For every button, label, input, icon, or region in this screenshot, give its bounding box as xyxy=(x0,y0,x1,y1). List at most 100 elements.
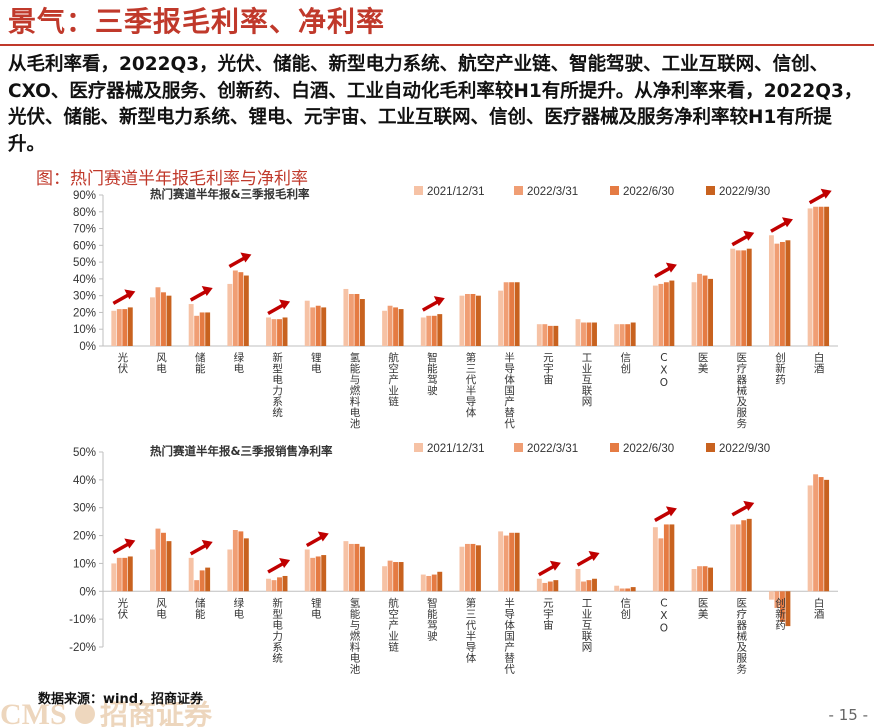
bar xyxy=(691,282,697,346)
bar xyxy=(498,531,504,592)
bar xyxy=(321,307,327,346)
bar xyxy=(155,287,161,346)
bar xyxy=(205,312,211,346)
bar xyxy=(111,310,117,346)
bar xyxy=(735,250,741,346)
bar xyxy=(465,543,470,592)
legend-swatch xyxy=(514,443,523,452)
category-label: 光伏 xyxy=(116,597,128,620)
bar xyxy=(161,292,166,346)
y-tick-label: 0% xyxy=(79,586,96,598)
bar xyxy=(343,288,349,346)
category-label: 储能 xyxy=(194,597,206,620)
bar xyxy=(774,591,780,608)
bar xyxy=(813,474,819,592)
bar xyxy=(774,243,780,346)
bar xyxy=(348,293,354,346)
category-label: 风电 xyxy=(155,597,167,619)
page-number: - 15 - xyxy=(828,706,868,724)
category-label: 医疗器械及服务 xyxy=(735,352,747,429)
bar xyxy=(824,479,830,592)
bar xyxy=(321,555,327,592)
y-tick-label: 50% xyxy=(73,257,96,269)
increase-arrow xyxy=(654,506,677,522)
bar xyxy=(199,570,205,592)
bar xyxy=(188,304,194,346)
bar xyxy=(625,324,631,346)
bar xyxy=(155,528,161,592)
bar xyxy=(702,566,708,592)
bar xyxy=(387,560,393,592)
bar xyxy=(575,569,581,592)
bar xyxy=(310,307,316,346)
bar xyxy=(691,569,697,592)
bar xyxy=(304,300,310,346)
bar xyxy=(619,588,625,592)
svg-text:CMS: CMS xyxy=(0,698,67,728)
category-label: 半导体国产替代 xyxy=(503,597,515,675)
increase-arrow xyxy=(770,217,793,233)
category-label: 航空产业链 xyxy=(387,351,399,407)
bar xyxy=(476,545,481,592)
legend-swatch xyxy=(610,186,619,195)
increase-arrow xyxy=(421,296,445,312)
bar xyxy=(348,543,354,592)
bar xyxy=(122,309,128,346)
bar xyxy=(227,283,233,346)
summary-paragraph: 从毛利率看，2022Q3，光伏、储能、新型电力系统、航空产业链、智能驾驶、工业互… xyxy=(8,54,863,155)
category-label: 工业互联网 xyxy=(581,597,593,652)
increase-arrow xyxy=(305,531,329,548)
category-label: 绿电 xyxy=(232,351,244,374)
bar xyxy=(243,275,249,346)
bar xyxy=(194,315,200,346)
bar xyxy=(652,527,658,592)
bar xyxy=(166,541,172,592)
category-label: 第三代半导体 xyxy=(465,351,477,418)
legend-label: 2022/3/31 xyxy=(527,186,578,198)
bar xyxy=(232,530,238,592)
category-label: CXO xyxy=(658,597,670,635)
category-label: 航空产业链 xyxy=(387,597,399,653)
increase-arrow xyxy=(731,230,755,247)
bar xyxy=(116,557,122,592)
legend-swatch xyxy=(610,443,619,452)
legend-swatch xyxy=(706,443,715,452)
legend-swatch xyxy=(414,186,423,195)
bar xyxy=(509,282,515,346)
legend-swatch xyxy=(514,186,523,195)
legend-label: 2022/6/30 xyxy=(623,186,674,198)
bar xyxy=(310,557,316,592)
svg-text:招商证券: 招商证券 xyxy=(100,698,213,728)
bar xyxy=(614,324,620,346)
bar xyxy=(354,293,360,346)
legend-label: 2022/9/30 xyxy=(719,186,770,198)
bar xyxy=(581,581,586,592)
bar xyxy=(658,283,664,346)
increase-arrow xyxy=(576,551,600,567)
bar xyxy=(553,325,559,346)
bar xyxy=(243,538,249,592)
category-label: 创新药 xyxy=(774,597,786,631)
category-label: 智能驾驶 xyxy=(426,351,438,396)
bar xyxy=(553,580,559,592)
bar xyxy=(420,574,426,592)
bar xyxy=(437,571,443,592)
y-tick-label: 0% xyxy=(79,341,96,353)
bar xyxy=(509,532,515,592)
category-label: 第三代半导体 xyxy=(465,597,477,664)
bar xyxy=(111,563,117,592)
bar xyxy=(426,315,432,346)
bar xyxy=(813,206,819,346)
bar xyxy=(586,322,592,346)
y-tick-label: 80% xyxy=(73,207,96,219)
chart-title: 热门赛道半年报&三季报销售净利率 xyxy=(150,444,333,458)
bar xyxy=(581,322,586,346)
category-label: 绿电 xyxy=(232,597,244,620)
bar xyxy=(746,518,752,592)
bar xyxy=(426,575,432,592)
bar xyxy=(619,324,625,346)
y-tick-label: 70% xyxy=(73,224,96,236)
bar xyxy=(188,557,194,592)
bar xyxy=(161,532,166,592)
